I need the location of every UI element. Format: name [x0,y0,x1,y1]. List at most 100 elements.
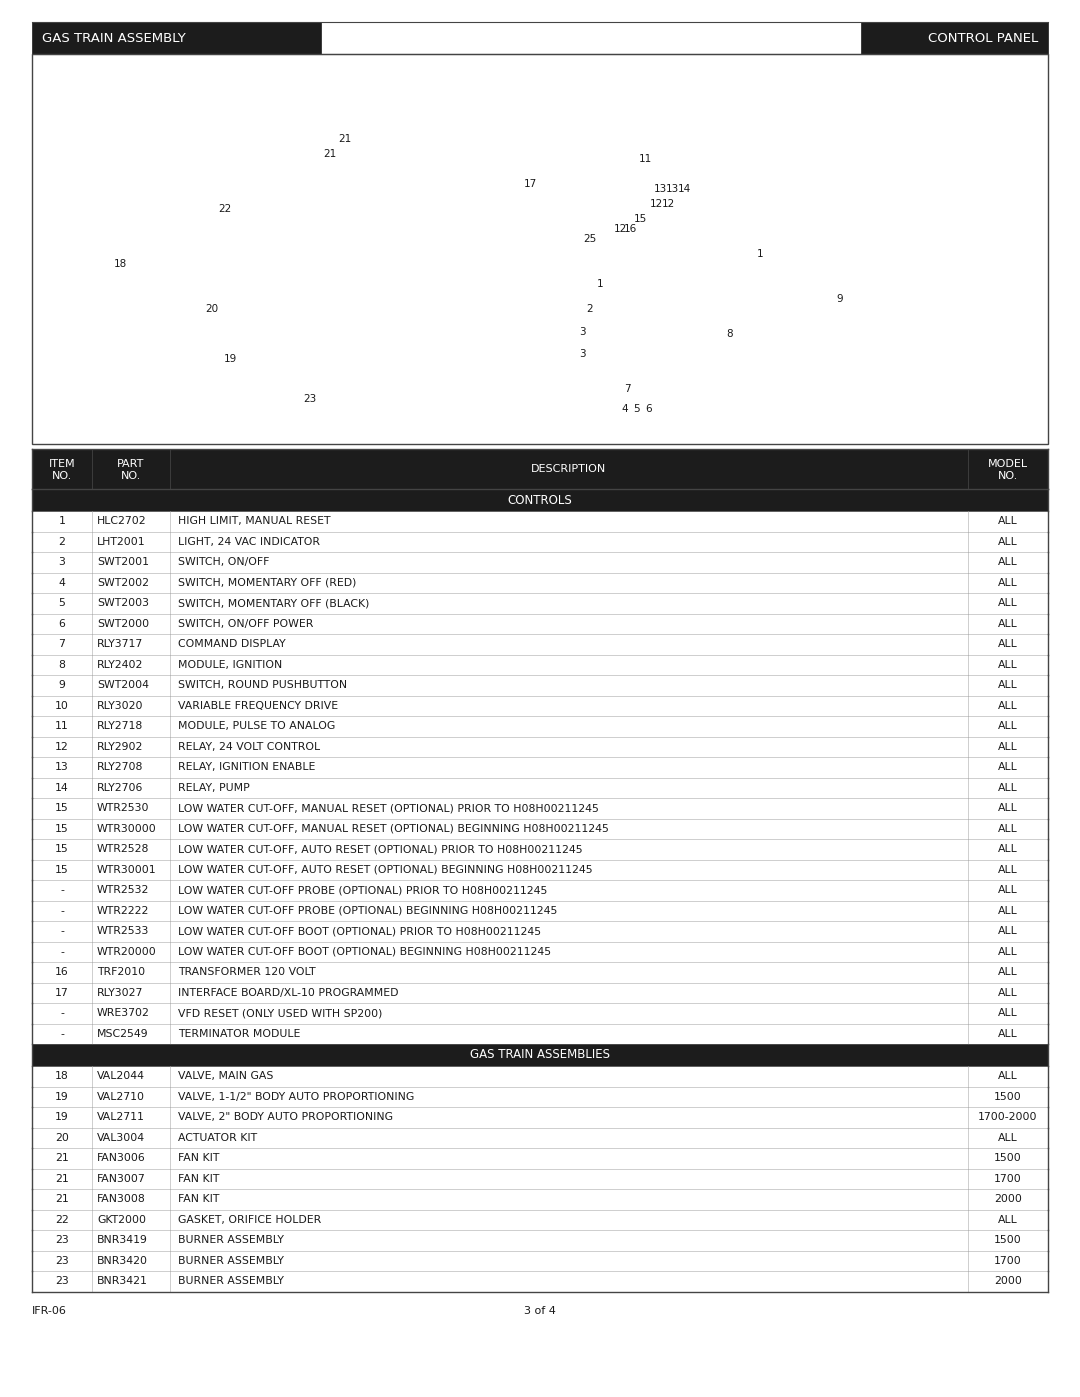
Text: 18: 18 [55,1071,69,1081]
Text: 16: 16 [55,967,69,978]
Text: SWITCH, MOMENTARY OFF (BLACK): SWITCH, MOMENTARY OFF (BLACK) [178,598,369,608]
Text: 23: 23 [55,1277,69,1287]
Text: LOW WATER CUT-OFF, MANUAL RESET (OPTIONAL) PRIOR TO H08H00211245: LOW WATER CUT-OFF, MANUAL RESET (OPTIONA… [178,803,599,813]
Text: NO.: NO. [998,471,1018,481]
Text: 13: 13 [665,184,678,194]
Text: 2000: 2000 [994,1277,1022,1287]
Text: BNR3420: BNR3420 [97,1256,148,1266]
Bar [32,757,1048,778]
Text: ALL: ALL [998,905,1017,916]
Text: GAS TRAIN ASSEMBLIES: GAS TRAIN ASSEMBLIES [470,1049,610,1062]
Text: 23: 23 [55,1256,69,1266]
Text: TRANSFORMER 120 VOLT: TRANSFORMER 120 VOLT [178,967,315,978]
Text: WTR30000: WTR30000 [97,824,157,834]
Text: 15: 15 [633,214,647,224]
Text: ALL: ALL [998,926,1017,936]
Bar [32,1044,1048,1066]
Text: FAN3007: FAN3007 [97,1173,146,1183]
Text: 19: 19 [55,1112,69,1122]
Text: ALL: ALL [998,536,1017,546]
Text: LIGHT, 24 VAC INDICATOR: LIGHT, 24 VAC INDICATOR [178,536,320,546]
Text: ALL: ALL [998,659,1017,669]
Text: ALL: ALL [998,988,1017,997]
Bar [32,1189,1048,1210]
Text: RELAY, PUMP: RELAY, PUMP [178,782,249,792]
Text: SWT2004: SWT2004 [97,680,149,690]
Text: CONTROL PANEL: CONTROL PANEL [928,32,1038,45]
Text: TERMINATOR MODULE: TERMINATOR MODULE [178,1028,300,1039]
Bar [32,778,1048,798]
Bar [32,54,1048,444]
Text: -: - [60,886,64,895]
Text: ALL: ALL [998,598,1017,608]
Text: -: - [60,1028,64,1039]
Text: ALL: ALL [998,844,1017,854]
Bar [32,921,1048,942]
Text: TRF2010: TRF2010 [97,967,145,978]
Bar [32,22,321,54]
Bar [32,798,1048,819]
Text: VFD RESET (ONLY USED WITH SP200): VFD RESET (ONLY USED WITH SP200) [178,1009,382,1018]
Text: 9: 9 [58,680,66,690]
Text: WRE3702: WRE3702 [97,1009,150,1018]
Text: ALL: ALL [998,640,1017,650]
Bar [861,22,1048,54]
Text: 19: 19 [55,1091,69,1102]
Text: ALL: ALL [998,721,1017,731]
Text: 20: 20 [205,305,218,314]
Text: INTERFACE BOARD/XL-10 PROGRAMMED: INTERFACE BOARD/XL-10 PROGRAMMED [178,988,399,997]
Bar [32,696,1048,717]
Text: 16: 16 [623,224,636,235]
Text: ALL: ALL [998,619,1017,629]
Text: ALL: ALL [998,742,1017,752]
Text: ALL: ALL [998,967,1017,978]
Text: ALL: ALL [998,763,1017,773]
Text: ALL: ALL [998,701,1017,711]
Bar [32,1271,1048,1291]
Text: FAN KIT: FAN KIT [178,1154,219,1164]
Text: 20: 20 [55,1133,69,1143]
Text: 15: 15 [55,824,69,834]
Text: WTR2530: WTR2530 [97,803,149,813]
Text: SWT2003: SWT2003 [97,598,149,608]
Text: 13: 13 [653,184,666,194]
Text: WTR2222: WTR2222 [97,905,149,916]
Text: BNR3421: BNR3421 [97,1277,148,1287]
Text: BURNER ASSEMBLY: BURNER ASSEMBLY [178,1277,284,1287]
Text: VAL2711: VAL2711 [97,1112,145,1122]
Text: ALL: ALL [998,680,1017,690]
Bar [32,511,1048,531]
Bar [32,531,1048,552]
Text: RLY2708: RLY2708 [97,763,144,773]
Text: 22: 22 [218,204,231,214]
Text: 15: 15 [55,803,69,813]
Text: NO.: NO. [121,471,141,481]
Text: 13: 13 [55,763,69,773]
Bar [32,901,1048,921]
Text: WTR20000: WTR20000 [97,947,157,957]
Text: RLY2718: RLY2718 [97,721,144,731]
Text: FAN3006: FAN3006 [97,1154,146,1164]
Text: WTR2533: WTR2533 [97,926,149,936]
Bar [32,573,1048,592]
Text: ALL: ALL [998,1028,1017,1039]
Text: -: - [60,947,64,957]
Bar [32,982,1048,1003]
Bar [32,448,1048,489]
Text: PART: PART [118,460,145,469]
Text: ALL: ALL [998,824,1017,834]
Text: LOW WATER CUT-OFF, AUTO RESET (OPTIONAL) PRIOR TO H08H00211245: LOW WATER CUT-OFF, AUTO RESET (OPTIONAL)… [178,844,582,854]
Text: CONTROLS: CONTROLS [508,493,572,507]
Text: 7: 7 [623,384,631,394]
Text: RLY3020: RLY3020 [97,701,144,711]
Text: 2: 2 [586,305,593,314]
Text: 3: 3 [579,327,585,337]
Text: 5: 5 [634,404,640,414]
Text: SWT2002: SWT2002 [97,578,149,588]
Text: 1: 1 [757,249,764,258]
Text: WTR2532: WTR2532 [97,886,149,895]
Text: SWT2000: SWT2000 [97,619,149,629]
Text: ALL: ALL [998,1215,1017,1225]
Text: VAL3004: VAL3004 [97,1133,145,1143]
Text: MODULE, IGNITION: MODULE, IGNITION [178,659,282,669]
